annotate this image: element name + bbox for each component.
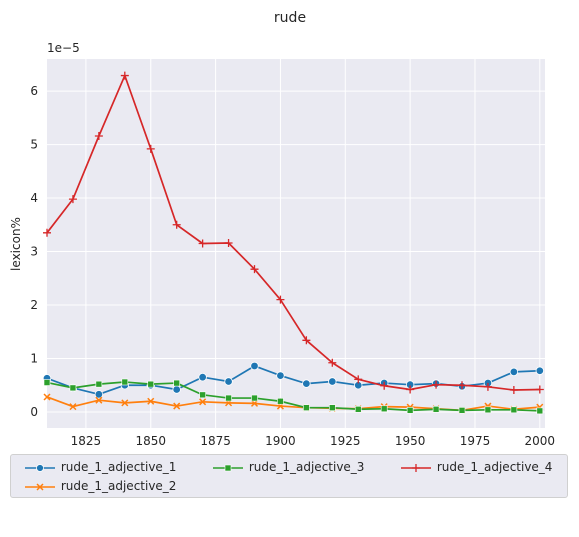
legend-label-series-1: rude_1_adjective_1 <box>60 460 177 474</box>
legend-item-series-4: rude_1_adjective_4 <box>399 460 552 474</box>
plot-area <box>47 59 545 428</box>
x-tick-label: 1875 <box>200 434 231 448</box>
data-point <box>276 371 285 380</box>
series-line-4 <box>46 74 540 391</box>
data-point <box>484 406 492 414</box>
data-point <box>406 385 415 394</box>
legend: rude_1_adjective_1 rude_1_adjective_2 ru… <box>10 454 568 498</box>
data-point <box>198 372 207 382</box>
data-point <box>43 228 51 237</box>
data-point <box>224 377 233 386</box>
x-tick-label: 1825 <box>71 434 102 448</box>
legend-marker-series-2 <box>25 482 55 491</box>
data-point <box>198 239 207 248</box>
data-point <box>432 380 441 389</box>
legend-item-series-1: rude_1_adjective_1 <box>23 460 176 474</box>
data-point <box>458 407 466 414</box>
data-point <box>276 295 285 304</box>
series-line-3 <box>46 381 540 412</box>
data-point <box>146 144 155 153</box>
data-point <box>509 386 518 395</box>
y-tick-label: 2 <box>30 298 38 312</box>
data-point <box>147 397 155 405</box>
data-point <box>172 385 181 394</box>
data-point <box>69 384 77 392</box>
data-point <box>69 403 77 411</box>
data-point <box>225 394 232 402</box>
x-tick-label: 2000 <box>525 434 556 448</box>
data-point <box>250 399 259 407</box>
data-point <box>120 71 129 80</box>
y-tick-labels: 0 1 2 3 4 5 6 <box>30 84 38 419</box>
data-point <box>458 381 466 390</box>
legend-marker-series-4 <box>401 463 431 472</box>
y-tick-label: 6 <box>30 84 38 98</box>
data-point <box>302 379 311 388</box>
data-point <box>251 394 258 402</box>
data-point <box>535 385 544 394</box>
data-point <box>535 366 545 375</box>
series-3 <box>43 378 544 415</box>
legend-item-series-2: rude_1_adjective_2 <box>23 479 176 493</box>
data-point <box>95 380 103 388</box>
legend-marker-series-1 <box>25 463 55 472</box>
data-point <box>173 379 180 387</box>
data-point <box>95 396 103 404</box>
x-tick-label: 1850 <box>135 434 166 448</box>
data-point <box>328 377 337 386</box>
y-tick-label: 5 <box>30 138 38 152</box>
data-point <box>303 404 310 411</box>
chart-title: rude <box>274 10 306 26</box>
x-tick-label: 1900 <box>265 434 296 448</box>
legend-label-series-3: rude_1_adjective_3 <box>248 460 365 474</box>
series-4 <box>43 71 544 395</box>
x-tick-label: 1925 <box>330 434 361 448</box>
data-point <box>199 398 207 406</box>
legend-item-series-3: rude_1_adjective_3 <box>211 460 364 474</box>
data-point <box>199 391 206 399</box>
data-point <box>250 361 259 371</box>
data-point <box>277 397 284 405</box>
y-scale-label: 1e−5 <box>47 41 80 55</box>
y-tick-label: 4 <box>30 191 38 205</box>
data-point <box>483 382 492 391</box>
data-point <box>250 265 259 274</box>
series-layer <box>42 71 545 415</box>
legend-marker-series-3 <box>213 464 243 471</box>
data-point <box>121 378 129 386</box>
y-tick-label: 3 <box>30 245 38 259</box>
data-point <box>68 195 77 204</box>
data-point <box>354 405 362 413</box>
data-point <box>147 380 155 388</box>
y-tick-label: 0 <box>30 405 38 419</box>
data-point <box>302 336 311 345</box>
x-tick-labels: 1825 1850 1875 1900 1925 1950 1975 2000 <box>71 434 555 448</box>
data-point <box>510 406 518 414</box>
data-point <box>173 402 181 410</box>
data-point <box>121 399 129 407</box>
data-point <box>94 132 103 141</box>
data-point <box>224 238 233 247</box>
data-point <box>380 381 389 390</box>
y-tick-label: 1 <box>30 351 38 365</box>
x-tick-label: 1975 <box>460 434 491 448</box>
data-point <box>328 358 337 367</box>
data-point <box>329 404 336 411</box>
y-axis-label: lexicon% <box>9 217 23 271</box>
data-point <box>509 367 519 377</box>
data-point <box>94 390 104 399</box>
data-point <box>432 405 440 413</box>
legend-label-series-2: rude_1_adjective_2 <box>60 479 177 493</box>
data-point <box>354 375 363 384</box>
data-point <box>43 379 51 386</box>
legend-label-series-4: rude_1_adjective_4 <box>436 460 553 474</box>
data-point <box>172 220 181 229</box>
data-point <box>380 405 388 413</box>
data-point <box>43 393 51 401</box>
data-point <box>406 407 414 414</box>
x-tick-label: 1950 <box>395 434 426 448</box>
data-point <box>536 407 544 415</box>
